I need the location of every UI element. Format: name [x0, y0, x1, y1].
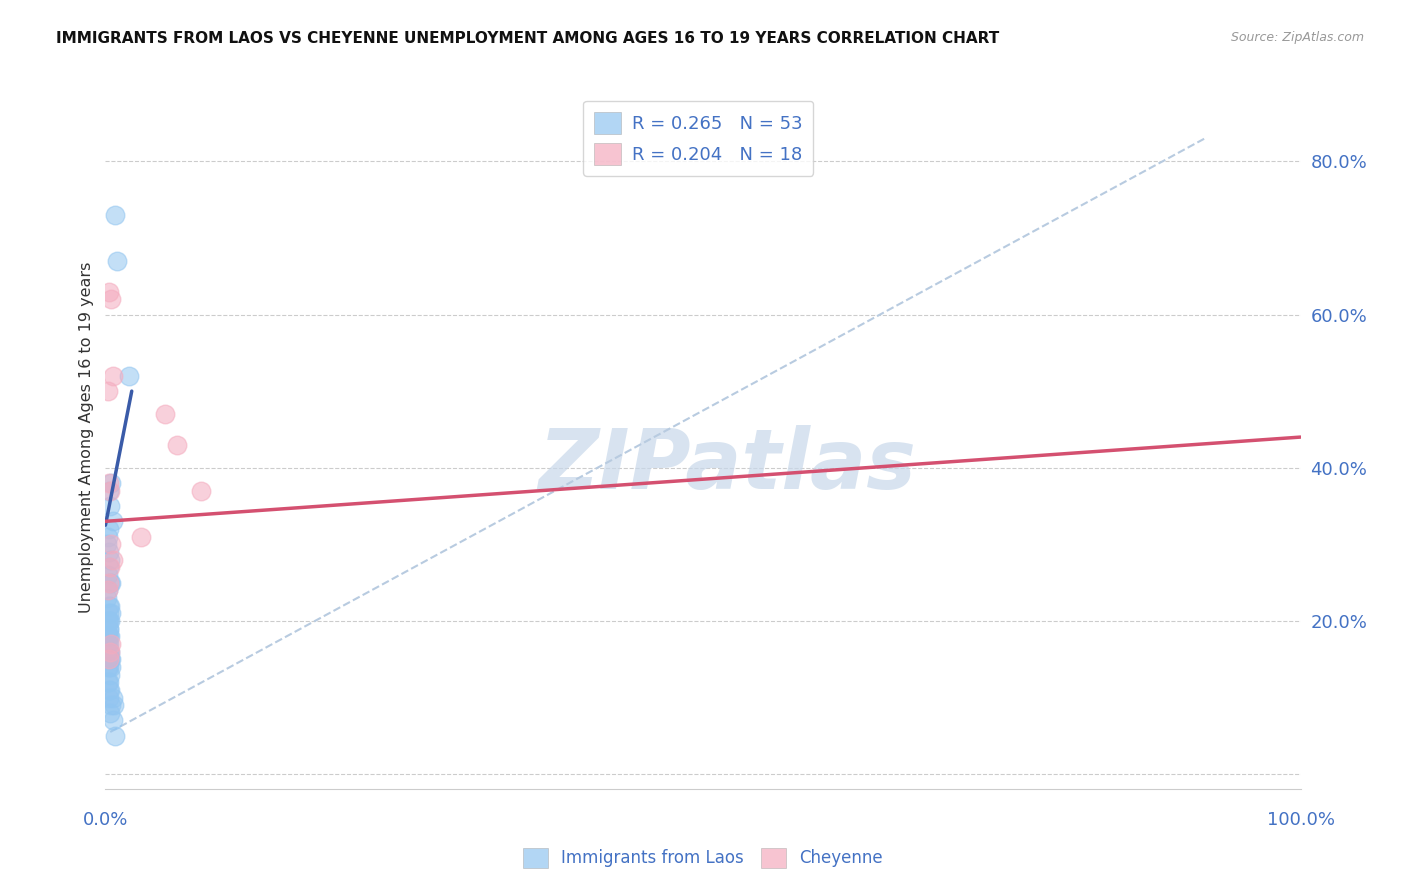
Point [97, 568, 120, 582]
Point [97, 384, 120, 398]
Point [98, 652, 121, 666]
Point [101, 690, 124, 705]
Point [100, 292, 122, 306]
Point [98, 629, 121, 643]
Point [98, 682, 121, 697]
Point [100, 607, 122, 621]
Point [153, 407, 177, 421]
Point [98, 483, 121, 498]
Point [98, 614, 121, 628]
Point [190, 483, 212, 498]
Point [100, 698, 122, 713]
Point [97, 629, 120, 643]
Point [98, 285, 121, 299]
Point [100, 575, 122, 590]
Point [98, 575, 121, 590]
Point [98, 706, 121, 720]
Point [97, 675, 120, 690]
Point [98, 644, 121, 658]
Point [101, 552, 124, 566]
Point [98, 607, 121, 621]
Text: 0.0%: 0.0% [83, 811, 128, 829]
Point [97, 530, 120, 544]
Point [100, 652, 122, 666]
Point [98, 614, 121, 628]
Point [97, 583, 120, 598]
Point [97, 583, 120, 598]
Text: ZIPatlas: ZIPatlas [538, 425, 915, 506]
Point [96, 637, 118, 651]
Point [100, 660, 122, 674]
Point [100, 537, 122, 551]
Point [98, 644, 121, 658]
Point [98, 522, 121, 536]
Point [98, 644, 121, 658]
Point [98, 560, 121, 574]
Point [118, 368, 141, 383]
Legend: Immigrants from Laos, Cheyenne: Immigrants from Laos, Cheyenne [516, 841, 890, 875]
Point [98, 575, 121, 590]
Point [98, 637, 121, 651]
Point [101, 714, 124, 728]
Point [103, 698, 125, 713]
Point [98, 599, 121, 613]
Point [97, 637, 120, 651]
Point [98, 690, 121, 705]
Point [96, 591, 118, 605]
Point [97, 660, 120, 674]
Point [129, 530, 153, 544]
Legend: R = 0.265   N = 53, R = 0.204   N = 18: R = 0.265 N = 53, R = 0.204 N = 18 [583, 101, 814, 176]
Point [107, 253, 129, 268]
Point [100, 476, 122, 491]
Point [96, 537, 118, 551]
Point [98, 622, 121, 636]
Point [97, 614, 120, 628]
Point [98, 652, 121, 666]
Point [104, 208, 127, 222]
Point [98, 682, 121, 697]
Text: IMMIGRANTS FROM LAOS VS CHEYENNE UNEMPLOYMENT AMONG AGES 16 TO 19 YEARS CORRELAT: IMMIGRANTS FROM LAOS VS CHEYENNE UNEMPLO… [56, 31, 1000, 46]
Point [101, 368, 124, 383]
Point [98, 667, 121, 681]
Point [98, 652, 121, 666]
Point [98, 622, 121, 636]
Point [104, 729, 127, 743]
Text: 100.0%: 100.0% [1267, 811, 1334, 829]
Point [98, 660, 121, 674]
Point [101, 514, 124, 528]
Point [98, 599, 121, 613]
Point [98, 499, 121, 513]
Point [98, 675, 121, 690]
Point [98, 483, 121, 498]
Text: Source: ZipAtlas.com: Source: ZipAtlas.com [1230, 31, 1364, 45]
Point [98, 476, 121, 491]
Point [98, 560, 121, 574]
Point [100, 637, 122, 651]
Point [98, 629, 121, 643]
Point [98, 545, 121, 559]
Point [98, 552, 121, 566]
Y-axis label: Unemployment Among Ages 16 to 19 years: Unemployment Among Ages 16 to 19 years [79, 261, 94, 613]
Point [166, 438, 188, 452]
